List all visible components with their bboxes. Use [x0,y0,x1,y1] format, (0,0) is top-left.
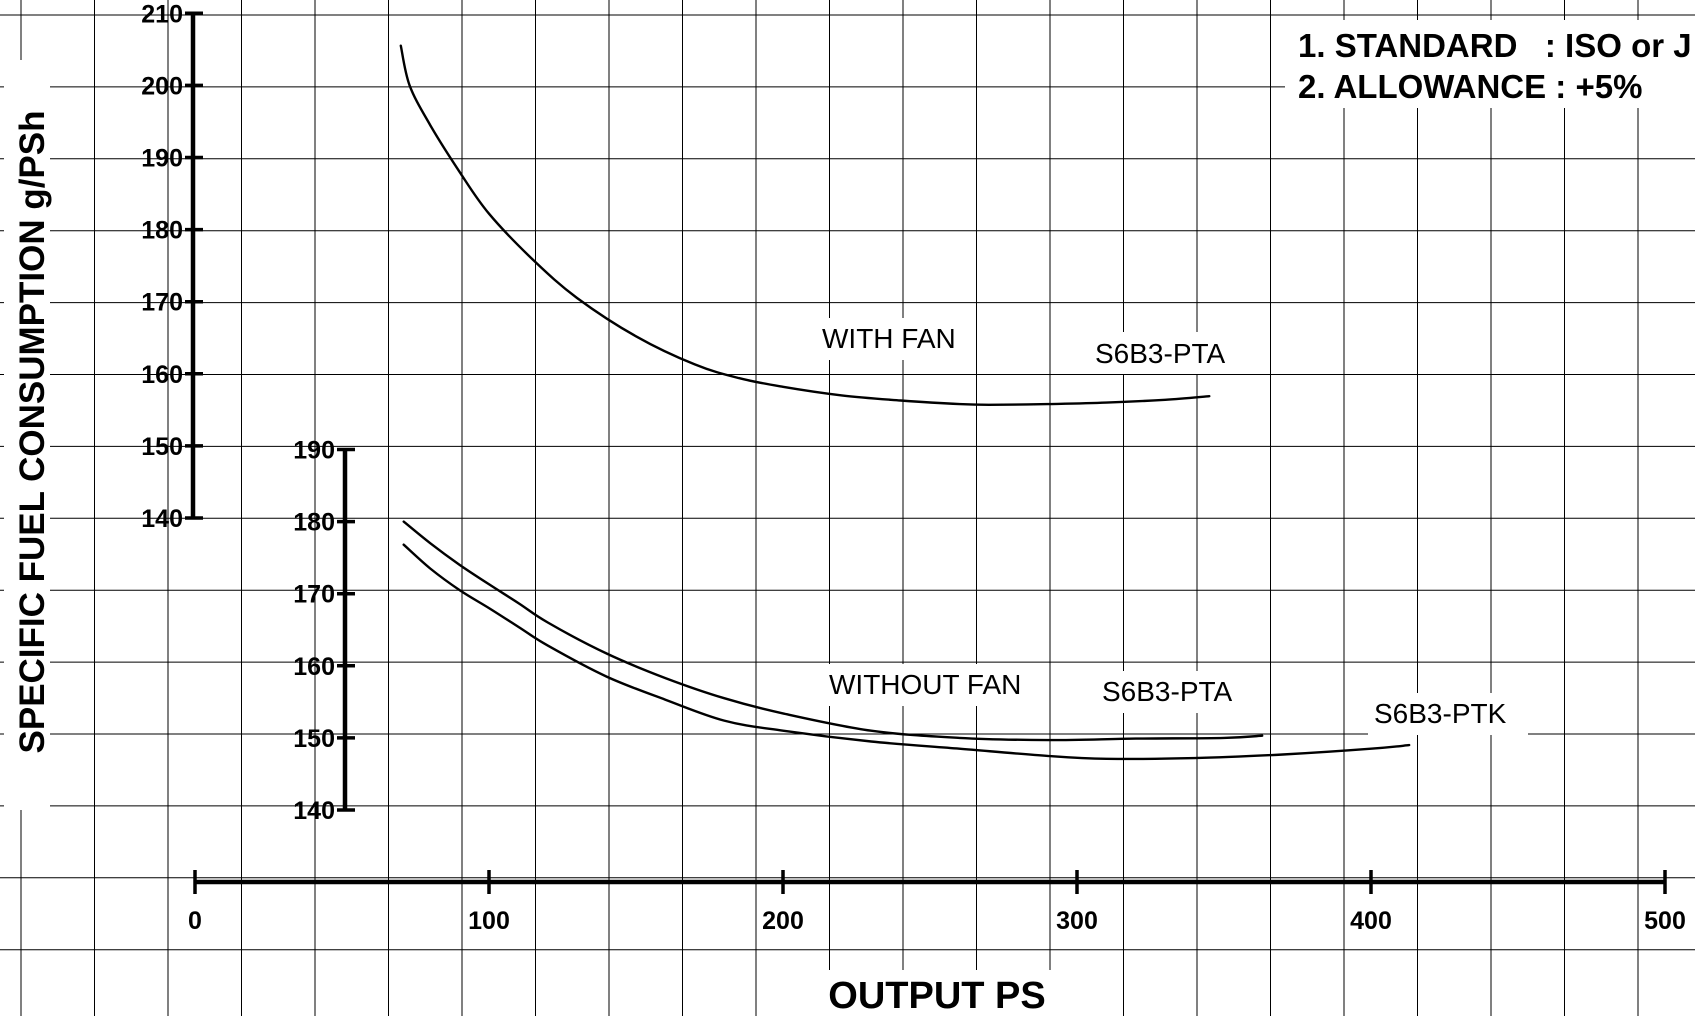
y-tick-label-lower-150: 150 [293,725,335,753]
y-tick-label-upper-210: 210 [141,0,183,28]
y-tick-label-lower-170: 170 [293,581,335,609]
y-tick-label-upper-160: 160 [141,361,183,389]
y-tick-label-upper-150: 150 [141,433,183,461]
y-tick-label-lower-190: 190 [293,437,335,465]
x-tick-label-200: 200 [762,907,804,935]
group-label-without-fan: WITHOUT FAN [829,669,1021,700]
x-tick-label-500: 500 [1644,907,1686,935]
note-allowance: 2. ALLOWANCE : +5% [1298,68,1642,105]
y-tick-label-lower-140: 140 [293,797,335,825]
y-tick-label-lower-160: 160 [293,653,335,681]
y-tick-label-lower-180: 180 [293,509,335,537]
curves [399,44,1411,761]
x-tick-label-100: 100 [468,907,510,935]
note-standard: 1. STANDARD : ISO or J [1298,27,1692,64]
x-tick-label-300: 300 [1056,907,1098,935]
x-tick-label-0: 0 [188,907,202,935]
series-label-s6b3-ptk: S6B3-PTK [1374,698,1507,729]
y-tick-label-upper-170: 170 [141,289,183,317]
x-tick-label-400: 400 [1350,907,1392,935]
curve-s6b3-pta-without-fan [402,520,1264,742]
series-label-s6b3-pta-without-fan: S6B3-PTA [1102,676,1233,707]
x-axis-title: OUTPUT PS [828,975,1045,1016]
axes: 0 100 200 300 400 500 140 150 160 170 180 190 200 210… [141,0,1686,935]
y-tick-label-upper-190: 190 [141,145,183,173]
group-label-with-fan: WITH FAN [822,323,956,354]
label-backgrounds [4,20,1695,1016]
y-tick-label-upper-200: 200 [141,72,183,100]
series-label-s6b3-pta-with-fan: S6B3-PTA [1095,338,1226,369]
y-tick-label-upper-180: 180 [141,217,183,245]
curve-s6b3-pta-with-fan [399,44,1211,406]
curve-s6b3-ptk-without-fan [402,543,1411,761]
y-axis-title: SPECIFIC FUEL CONSUMPTION g/PSh [13,110,52,753]
y-tick-label-upper-140: 140 [141,505,183,533]
